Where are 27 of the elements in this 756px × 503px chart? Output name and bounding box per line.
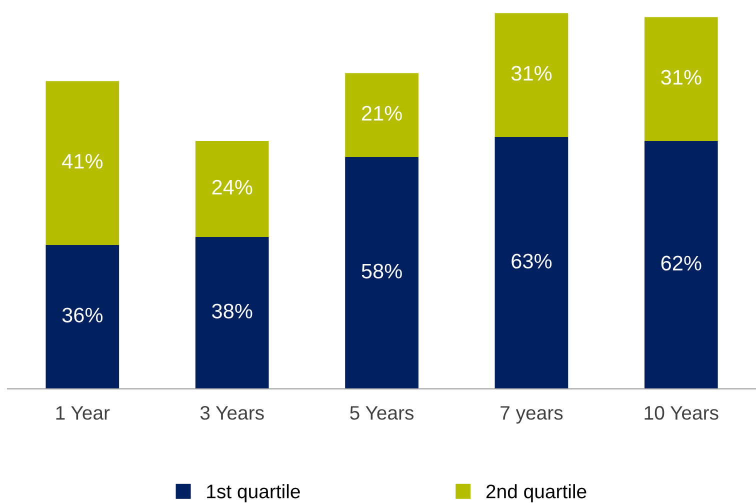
data-label: 36%	[62, 308, 103, 322]
x-tick-label: 7 years	[500, 406, 563, 424]
x-tick-label: 5 Years	[350, 406, 414, 420]
data-label: 24%	[212, 180, 252, 195]
legend-label: 2nd quartile	[486, 484, 586, 502]
bar	[494, 137, 568, 389]
bar	[46, 244, 120, 389]
data-label: 21%	[362, 106, 402, 121]
data-label: 41%	[62, 154, 103, 169]
data-label: 31%	[511, 66, 552, 81]
bar	[46, 81, 120, 245]
data-label: 31%	[661, 70, 702, 85]
data-label: 63%	[512, 254, 552, 269]
data-label: 58%	[362, 264, 402, 279]
data-label: 38%	[212, 304, 252, 318]
bar	[494, 13, 568, 138]
bar	[195, 141, 269, 237]
data-label: 62%	[661, 256, 702, 271]
legend-label: 1st quartile	[207, 484, 300, 502]
bar	[644, 141, 718, 389]
bar	[345, 157, 418, 389]
bar	[644, 17, 718, 142]
x-tick-label: 1 Year	[56, 406, 110, 420]
x-tick-label: 3 Years	[200, 406, 264, 420]
bar	[345, 73, 418, 158]
x-tick-label: 10 Years	[644, 406, 718, 420]
bar	[195, 236, 269, 389]
